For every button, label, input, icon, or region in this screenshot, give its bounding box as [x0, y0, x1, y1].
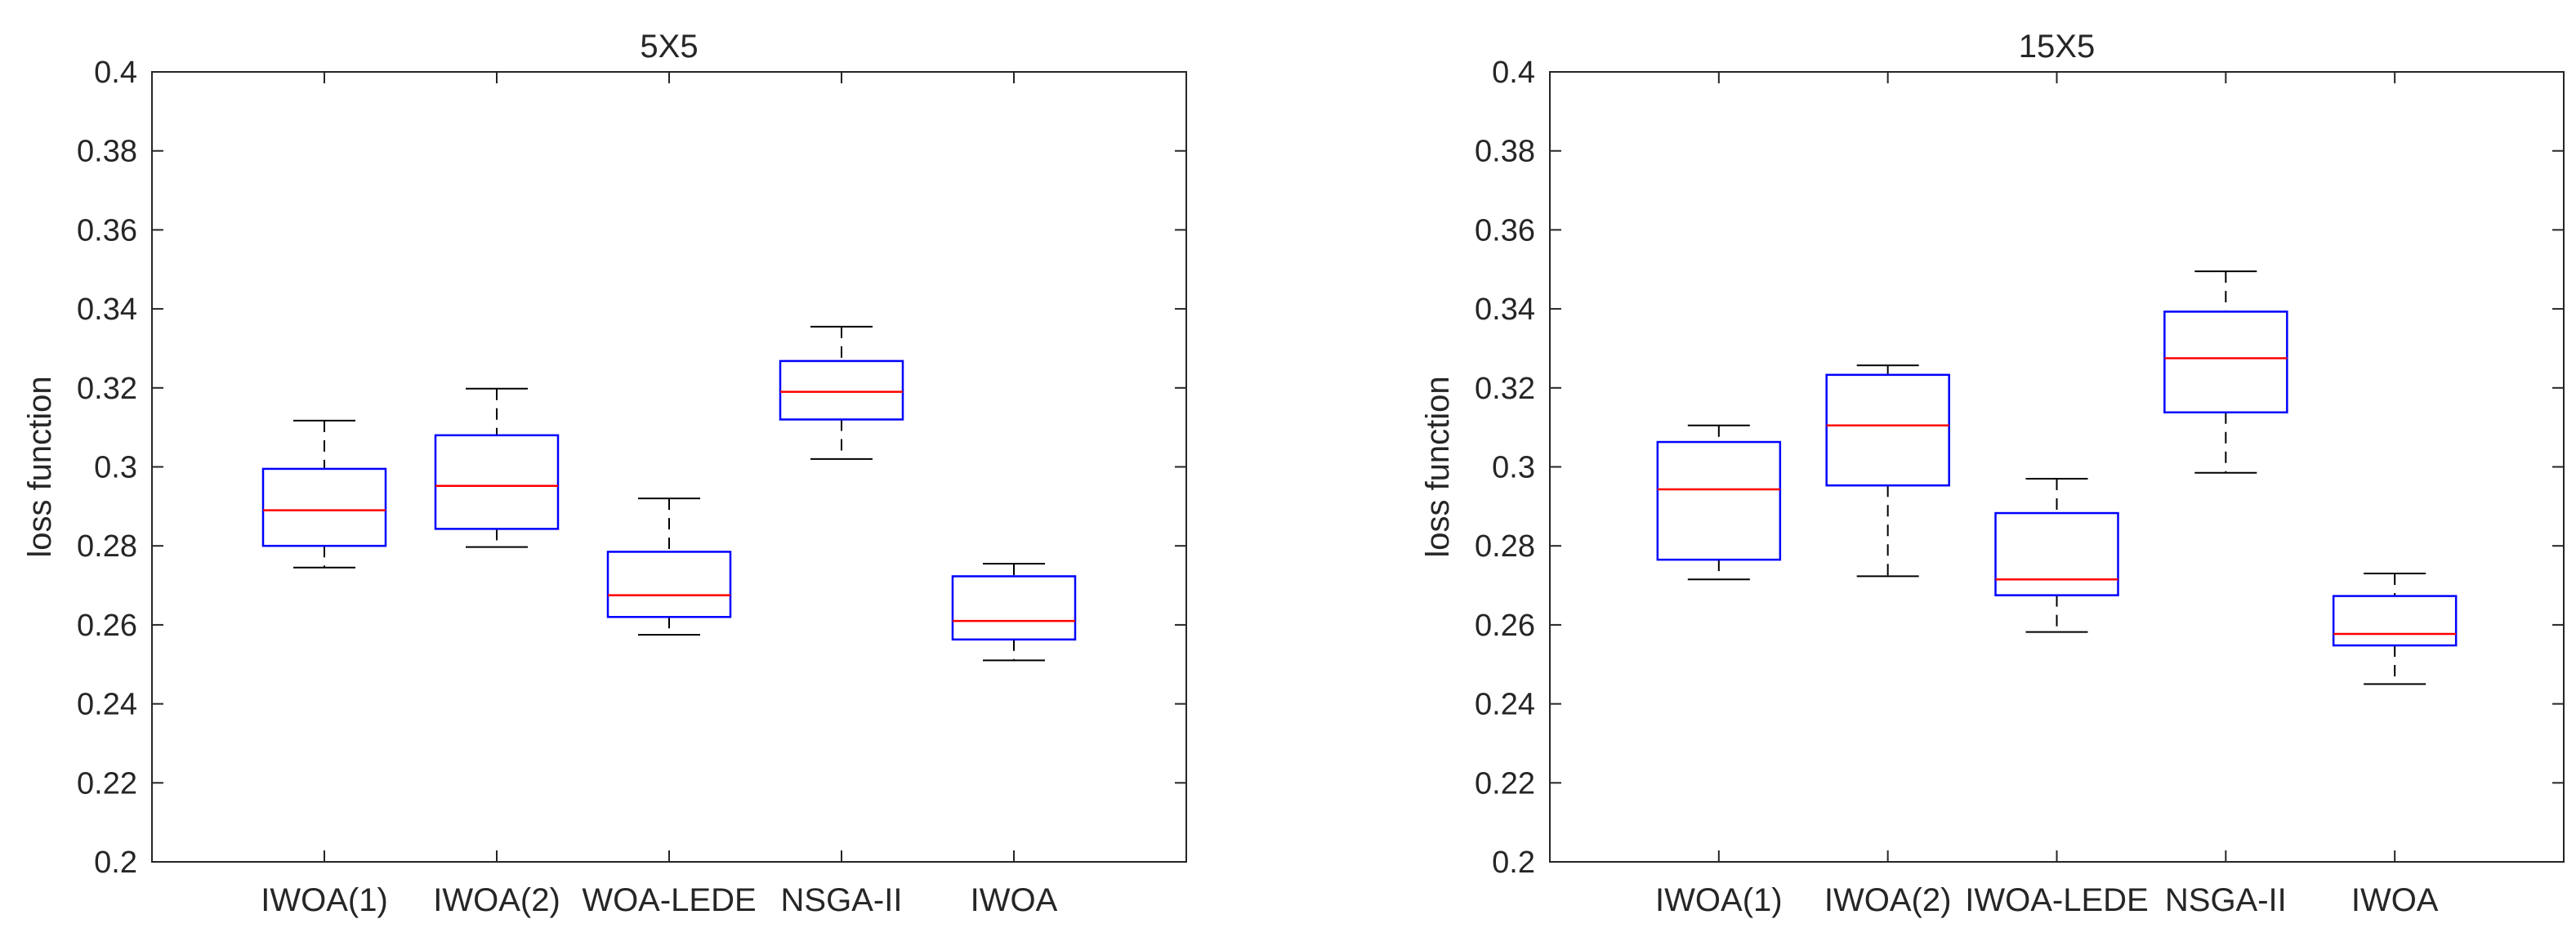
y-tick-label: 0.24 — [1475, 688, 1535, 722]
box-iwoa — [951, 562, 1077, 662]
plot-area-frame — [151, 71, 1187, 863]
chart-title: 5X5 — [640, 29, 698, 65]
chart-panel-1: 0.2 0.22 0.24 0.26 0.28 0.3 0.32 0.34 0.36 0.38 0.… — [22, 29, 1187, 918]
box-iwoa-2 — [1825, 364, 1950, 578]
iqr-box — [434, 434, 560, 530]
y-tick-label: 0.34 — [1475, 292, 1535, 327]
x-category-label: IWOA(1) — [1655, 882, 1783, 918]
x-category-label: WOA-LEDE — [582, 882, 756, 918]
box-nsga-ii — [779, 325, 904, 460]
iqr-box — [1825, 373, 1950, 487]
box-iwoa — [2332, 573, 2458, 685]
iqr-box — [2163, 310, 2288, 414]
y-tick-label: 0.22 — [1475, 766, 1535, 801]
y-tick-label: 0.26 — [1475, 609, 1535, 643]
x-category-label: IWOA(2) — [1824, 882, 1952, 918]
y-axis-label: loss function — [22, 376, 58, 557]
iqr-box — [1994, 511, 2119, 596]
plot-area-frame — [1549, 71, 2565, 863]
y-tick-label: 0.36 — [77, 213, 137, 248]
box-iwoa-1 — [1656, 424, 1782, 581]
y-tick-label: 0.34 — [77, 292, 137, 327]
y-tick-label: 0.4 — [1492, 56, 1535, 90]
box-iwoa-1 — [261, 419, 387, 569]
x-category-label: IWOA-LEDE — [1965, 882, 2148, 918]
y-tick-label: 0.38 — [77, 135, 137, 169]
y-tick-label: 0.3 — [94, 451, 137, 485]
x-category-label: IWOA — [971, 882, 1058, 918]
box-iwoa-2 — [434, 387, 560, 548]
box-iwoa-lede — [1994, 478, 2119, 633]
y-tick-label: 0.22 — [77, 766, 137, 801]
y-tick-label: 0.32 — [77, 372, 137, 406]
x-category-label: NSGA-II — [2165, 882, 2287, 918]
iqr-box — [779, 359, 904, 421]
iqr-box — [951, 575, 1077, 641]
box-woa-lede — [606, 498, 732, 636]
y-tick-label: 0.24 — [77, 688, 137, 722]
y-tick-label: 0.28 — [77, 529, 137, 564]
y-tick-label: 0.36 — [1475, 213, 1535, 248]
x-category-label: IWOA — [2351, 882, 2439, 918]
chart-panel-2: 0.2 0.22 0.24 0.26 0.28 0.3 0.32 0.34 0.36 0.38 0.… — [1420, 29, 2565, 918]
iqr-box — [261, 467, 387, 547]
y-tick-label: 0.32 — [1475, 372, 1535, 406]
y-tick-label: 0.2 — [94, 846, 137, 880]
x-category-label: NSGA-II — [781, 882, 903, 918]
y-tick-label: 0.3 — [1492, 451, 1535, 485]
x-category-label: IWOA(2) — [433, 882, 560, 918]
y-axis-label: loss function — [1420, 376, 1456, 557]
iqr-box — [1656, 440, 1782, 561]
y-tick-label: 0.26 — [77, 609, 137, 643]
iqr-box — [606, 551, 732, 618]
x-category-label: IWOA(1) — [261, 882, 388, 918]
box-nsga-ii — [2163, 270, 2288, 474]
y-tick-label: 0.38 — [1475, 135, 1535, 169]
y-tick-label: 0.4 — [94, 56, 137, 90]
y-tick-label: 0.2 — [1492, 846, 1535, 880]
chart-title: 15X5 — [2019, 29, 2095, 65]
iqr-box — [2332, 595, 2458, 647]
y-tick-label: 0.28 — [1475, 529, 1535, 564]
